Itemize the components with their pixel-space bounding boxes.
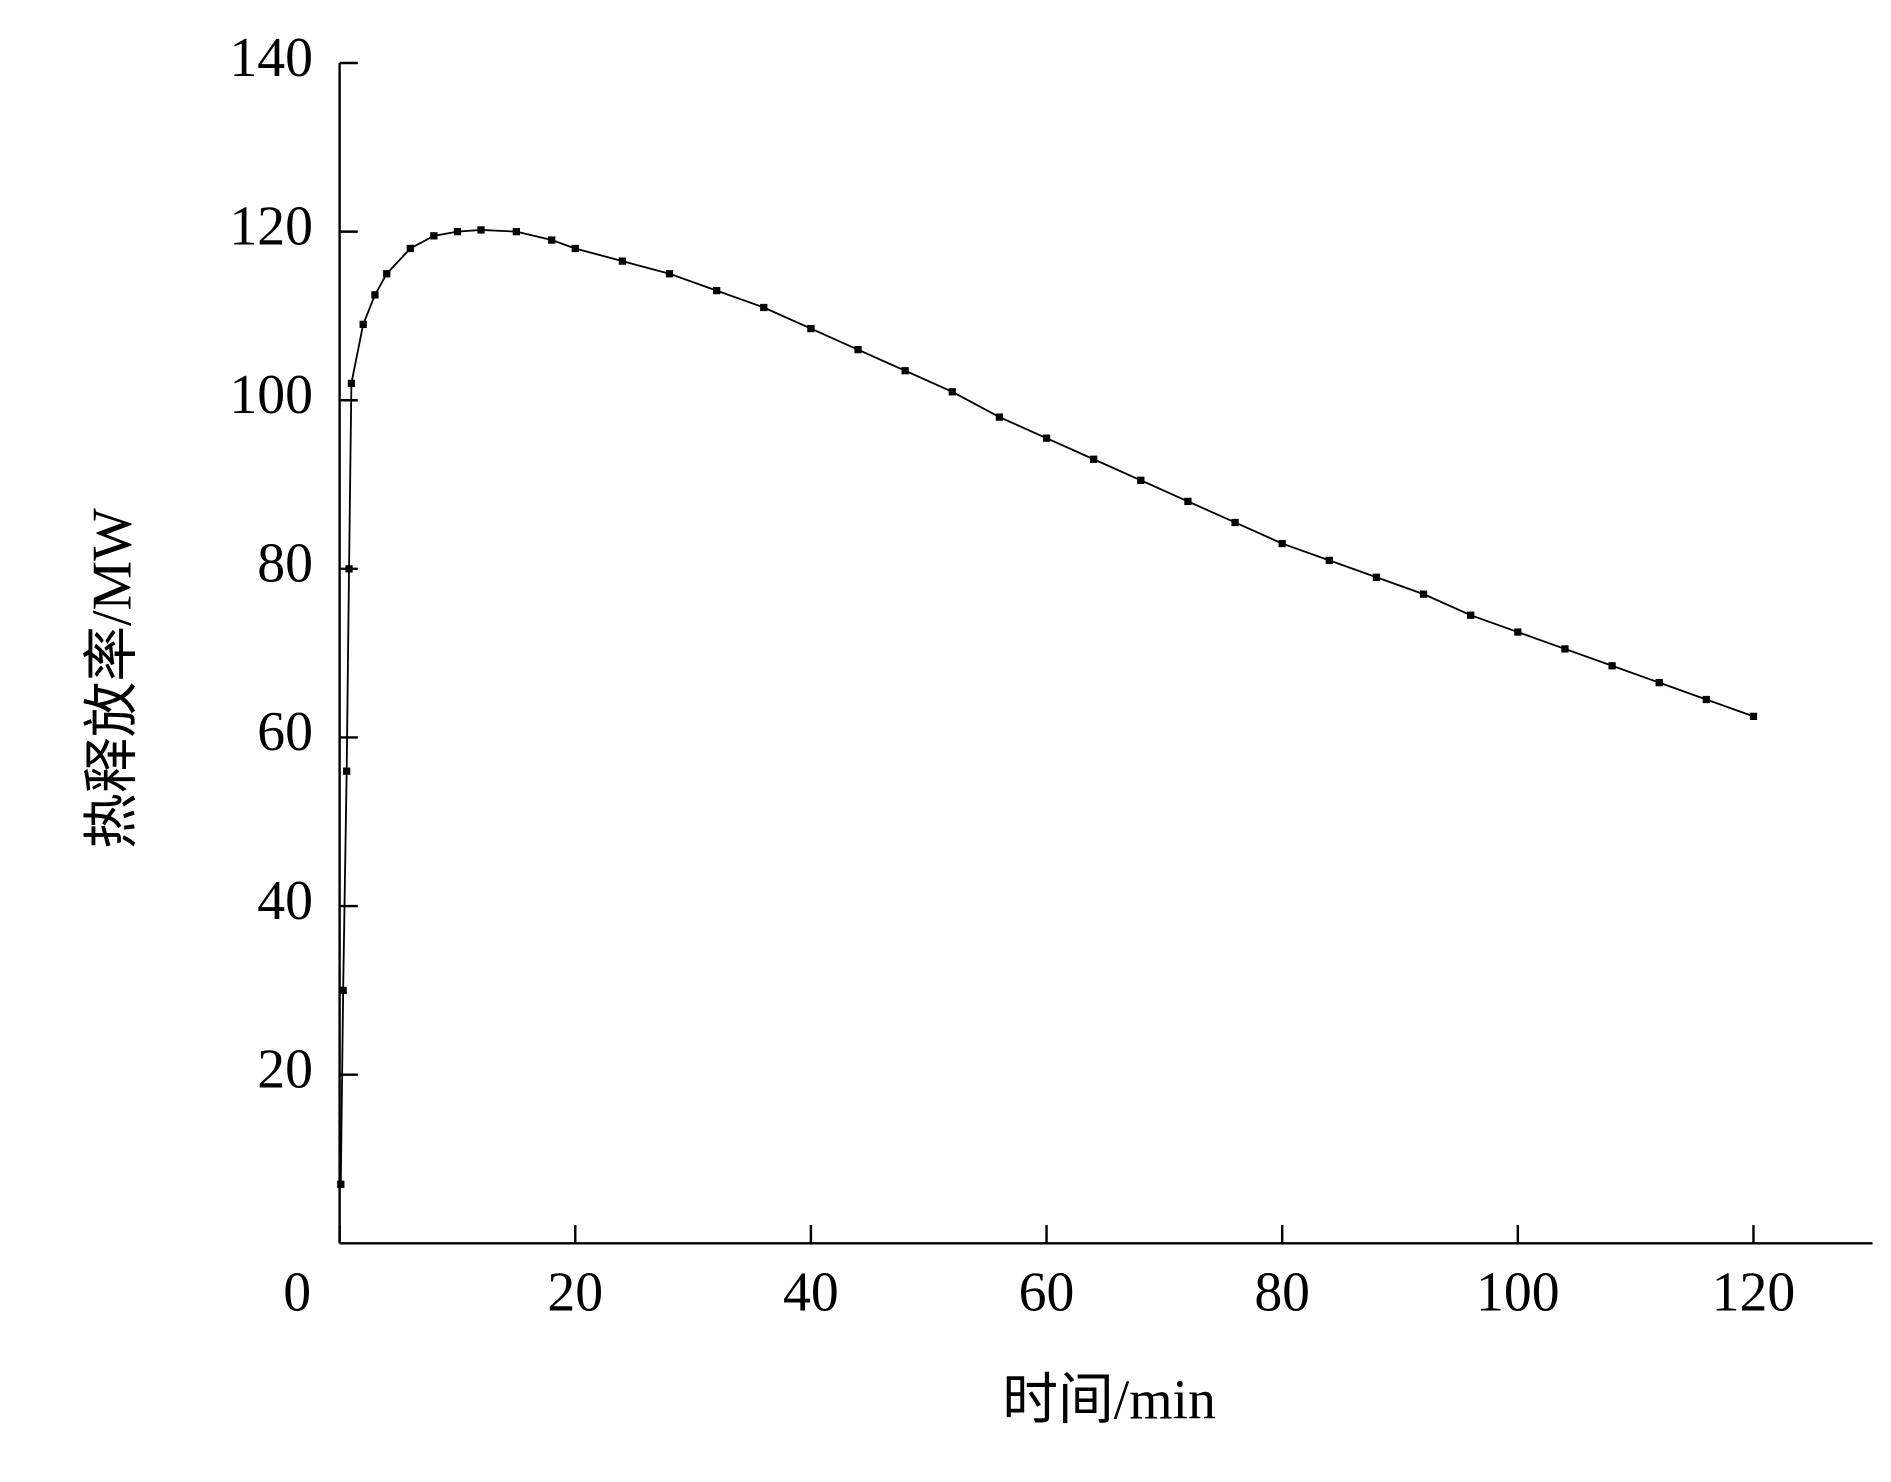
point-marker bbox=[807, 324, 815, 333]
y-tick-label: 20 bbox=[257, 1038, 313, 1100]
series-line bbox=[339, 229, 1754, 1185]
point-marker bbox=[901, 367, 909, 375]
x-tick-label: 20 bbox=[547, 1262, 603, 1324]
point-marker bbox=[359, 320, 367, 328]
y-tick-label: 100 bbox=[229, 364, 313, 426]
x-tick-label: 40 bbox=[783, 1262, 839, 1324]
point-marker bbox=[1231, 518, 1239, 527]
point-marker bbox=[1137, 476, 1145, 484]
y-tick-label: 80 bbox=[257, 533, 313, 595]
point-marker bbox=[1749, 712, 1758, 721]
point-marker bbox=[337, 1180, 345, 1188]
point-marker bbox=[383, 270, 391, 278]
y-tick-label: 60 bbox=[257, 701, 313, 763]
point-marker bbox=[1184, 497, 1192, 506]
x-axis-label: 时间/min bbox=[1002, 1369, 1216, 1431]
point-marker bbox=[453, 227, 462, 236]
y-tick-label: 40 bbox=[257, 870, 313, 932]
point-marker bbox=[430, 232, 438, 240]
point-marker bbox=[1561, 645, 1569, 653]
y-axis-label: 热释放率/MW bbox=[82, 508, 144, 849]
point-marker bbox=[713, 287, 721, 295]
point-marker bbox=[371, 291, 379, 299]
point-marker bbox=[1702, 695, 1710, 704]
y-tick-label: 140 bbox=[229, 27, 313, 89]
point-marker bbox=[948, 388, 956, 396]
point-marker bbox=[1090, 455, 1098, 463]
point-marker bbox=[618, 257, 627, 265]
point-marker bbox=[406, 244, 414, 253]
y-tick-label: 120 bbox=[229, 195, 313, 257]
point-marker bbox=[1608, 662, 1616, 670]
point-marker bbox=[477, 226, 485, 234]
point-marker bbox=[854, 346, 862, 354]
x-tick-label: 60 bbox=[1019, 1262, 1075, 1324]
point-marker bbox=[665, 270, 674, 278]
point-marker bbox=[339, 986, 347, 995]
point-marker bbox=[995, 413, 1004, 421]
x-tick-label: 120 bbox=[1712, 1262, 1796, 1324]
point-marker bbox=[1467, 611, 1475, 619]
point-marker bbox=[512, 227, 520, 236]
x-tick-label: 0 bbox=[283, 1262, 311, 1324]
point-marker bbox=[571, 244, 579, 253]
point-marker bbox=[347, 379, 356, 388]
x-tick-label: 80 bbox=[1254, 1262, 1310, 1324]
point-marker bbox=[345, 565, 353, 573]
point-marker bbox=[1042, 434, 1051, 442]
point-marker bbox=[1419, 590, 1428, 598]
point-marker bbox=[1325, 556, 1333, 565]
x-tick-label: 100 bbox=[1476, 1262, 1560, 1324]
point-marker bbox=[1372, 573, 1381, 581]
point-marker bbox=[548, 236, 556, 244]
point-marker bbox=[760, 303, 768, 312]
point-marker bbox=[1655, 679, 1663, 687]
point-marker bbox=[343, 767, 351, 775]
point-marker bbox=[1514, 628, 1522, 636]
point-marker bbox=[1278, 539, 1286, 548]
